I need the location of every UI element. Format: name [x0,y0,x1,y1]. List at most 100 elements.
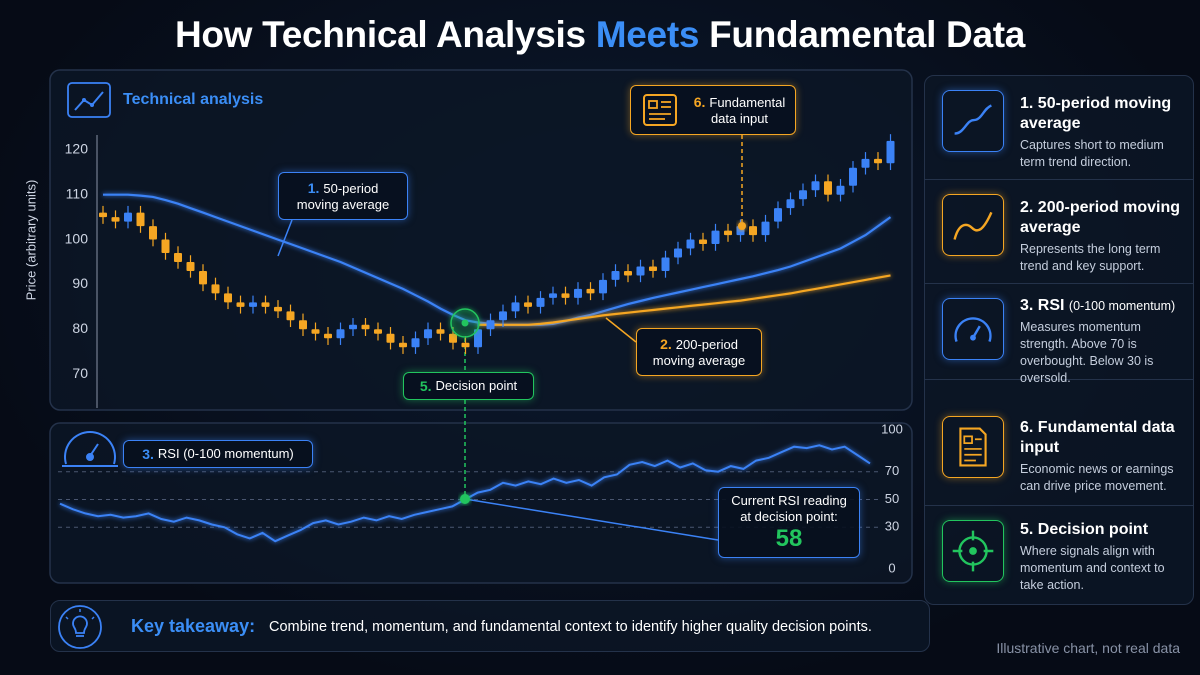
candle-body [649,266,657,271]
title: How Technical Analysis Meets Fundamental… [0,14,1200,56]
label-number: 3. [142,446,154,462]
y-axis-label: Price (arbitrary units) [23,180,38,301]
decision-marker-dot [461,319,469,327]
card-number: 5. [1020,521,1034,538]
candle-body [411,338,420,348]
candle-body [236,302,245,307]
candle-body [624,270,632,276]
y-tick-label: 120 [65,141,89,157]
candle-body [711,230,720,245]
candle-body [324,333,332,339]
card-text: Economic news or earnings can drive pric… [1020,462,1174,493]
candle-body [536,297,545,307]
candle-body [261,302,270,307]
price-chart-title: Technical analysis [123,91,263,108]
callout-text: Current RSI reading at decision point: [731,492,847,524]
legend-card: 2. 200-period moving average Represents t… [925,180,1193,284]
decision-dot [460,494,470,504]
title-highlight: Meets [595,14,700,55]
footnote: Illustrative chart, not real data [996,640,1180,656]
candle-body [136,212,145,227]
candle-body [699,239,707,245]
price-panel [49,69,913,411]
candle-body [374,329,382,334]
legend-card: 3. RSI (0-100 momentum) Measures momentum… [925,284,1193,385]
icon [942,520,1004,582]
rsi-icon [62,431,118,467]
y-tick-label: 80 [72,320,88,336]
candle-body [461,342,470,348]
candle-body [274,306,282,312]
card-number: 3. [1020,297,1034,314]
sidebar: 1. 50-period moving average Captures shor… [924,75,1194,605]
candle-body [349,324,357,330]
technical-icon [67,82,111,118]
takeaway: Key takeaway: Combine trend, momentum, a… [50,600,930,652]
candle-body [111,217,120,222]
icon [942,90,1004,152]
y-tick-label: 70 [885,463,899,478]
label-text: 50-period moving average [296,180,390,212]
candle-body [249,302,257,307]
y-tick-label: 100 [65,230,89,246]
card-heading: Fundamental data input [1020,419,1175,456]
callout-value: 58 [775,524,803,552]
candle-body [186,261,195,271]
candle-body [336,329,345,339]
label-text: RSI (0-100 momentum) [157,446,294,461]
candle-body [199,270,207,285]
title-part: Fundamental Data [709,14,1026,55]
candle-body [161,239,170,254]
candle-body [499,311,507,321]
rsi-callout: Current RSI reading at decision point: 5… [718,487,860,558]
candle-body [661,257,670,271]
card-heading: 50-period moving average [1020,95,1172,132]
y-tick-label: 100 [881,421,903,436]
legend-card: 6. Fundamental data input Economic news o… [925,402,1193,506]
candle-body [674,248,682,258]
legend-card: 5. Decision point Where signals align wit… [925,506,1193,604]
ma200-label: 2. 200-period moving average [636,328,762,376]
y-tick-label: 70 [72,365,88,381]
callout-pointer [464,498,719,541]
y-tick-label: 0 [888,560,895,575]
card-number: 2. [1020,199,1034,216]
candle-body [511,302,520,312]
candle-body [211,284,220,294]
candle-body [599,279,607,294]
candle-body [561,293,570,298]
candle-body [574,288,582,298]
y-tick-label: 90 [72,275,88,291]
title-part: How Technical Analysis [174,14,586,55]
candle-body [286,311,295,321]
icon [942,416,1004,478]
card-heading: RSI [1037,297,1065,314]
candle-body [299,320,307,330]
candle-body [549,293,557,298]
candle-body [174,253,182,262]
label-text: 200-period moving average [652,336,746,368]
candle-body [774,208,782,222]
candle-body [311,329,320,334]
decision-label: 5. Decision point [403,372,534,400]
candle-body [749,226,757,236]
card-text: Where signals align with momentum and co… [1020,544,1165,592]
ma50-label: 1. 50-period moving average [278,172,408,220]
card-number: 1. [1020,95,1034,112]
card-text: Captures short to medium term trend dire… [1020,138,1164,169]
candle-body [386,333,395,343]
candle-body [799,190,807,200]
candle-body [99,212,107,218]
candle-body [524,302,532,307]
card-heading: Decision point [1037,521,1149,538]
rsi-title: 3. RSI (0-100 momentum) [123,440,313,468]
candle-body [761,221,770,236]
candle-body [436,329,445,334]
fundamental-label: 6. Fundamental data input [630,85,796,135]
candle-body [611,270,620,280]
ma200-pointer [605,317,637,343]
card-subheading: (0-100 momentum) [1068,299,1176,313]
candle-body [124,212,132,222]
